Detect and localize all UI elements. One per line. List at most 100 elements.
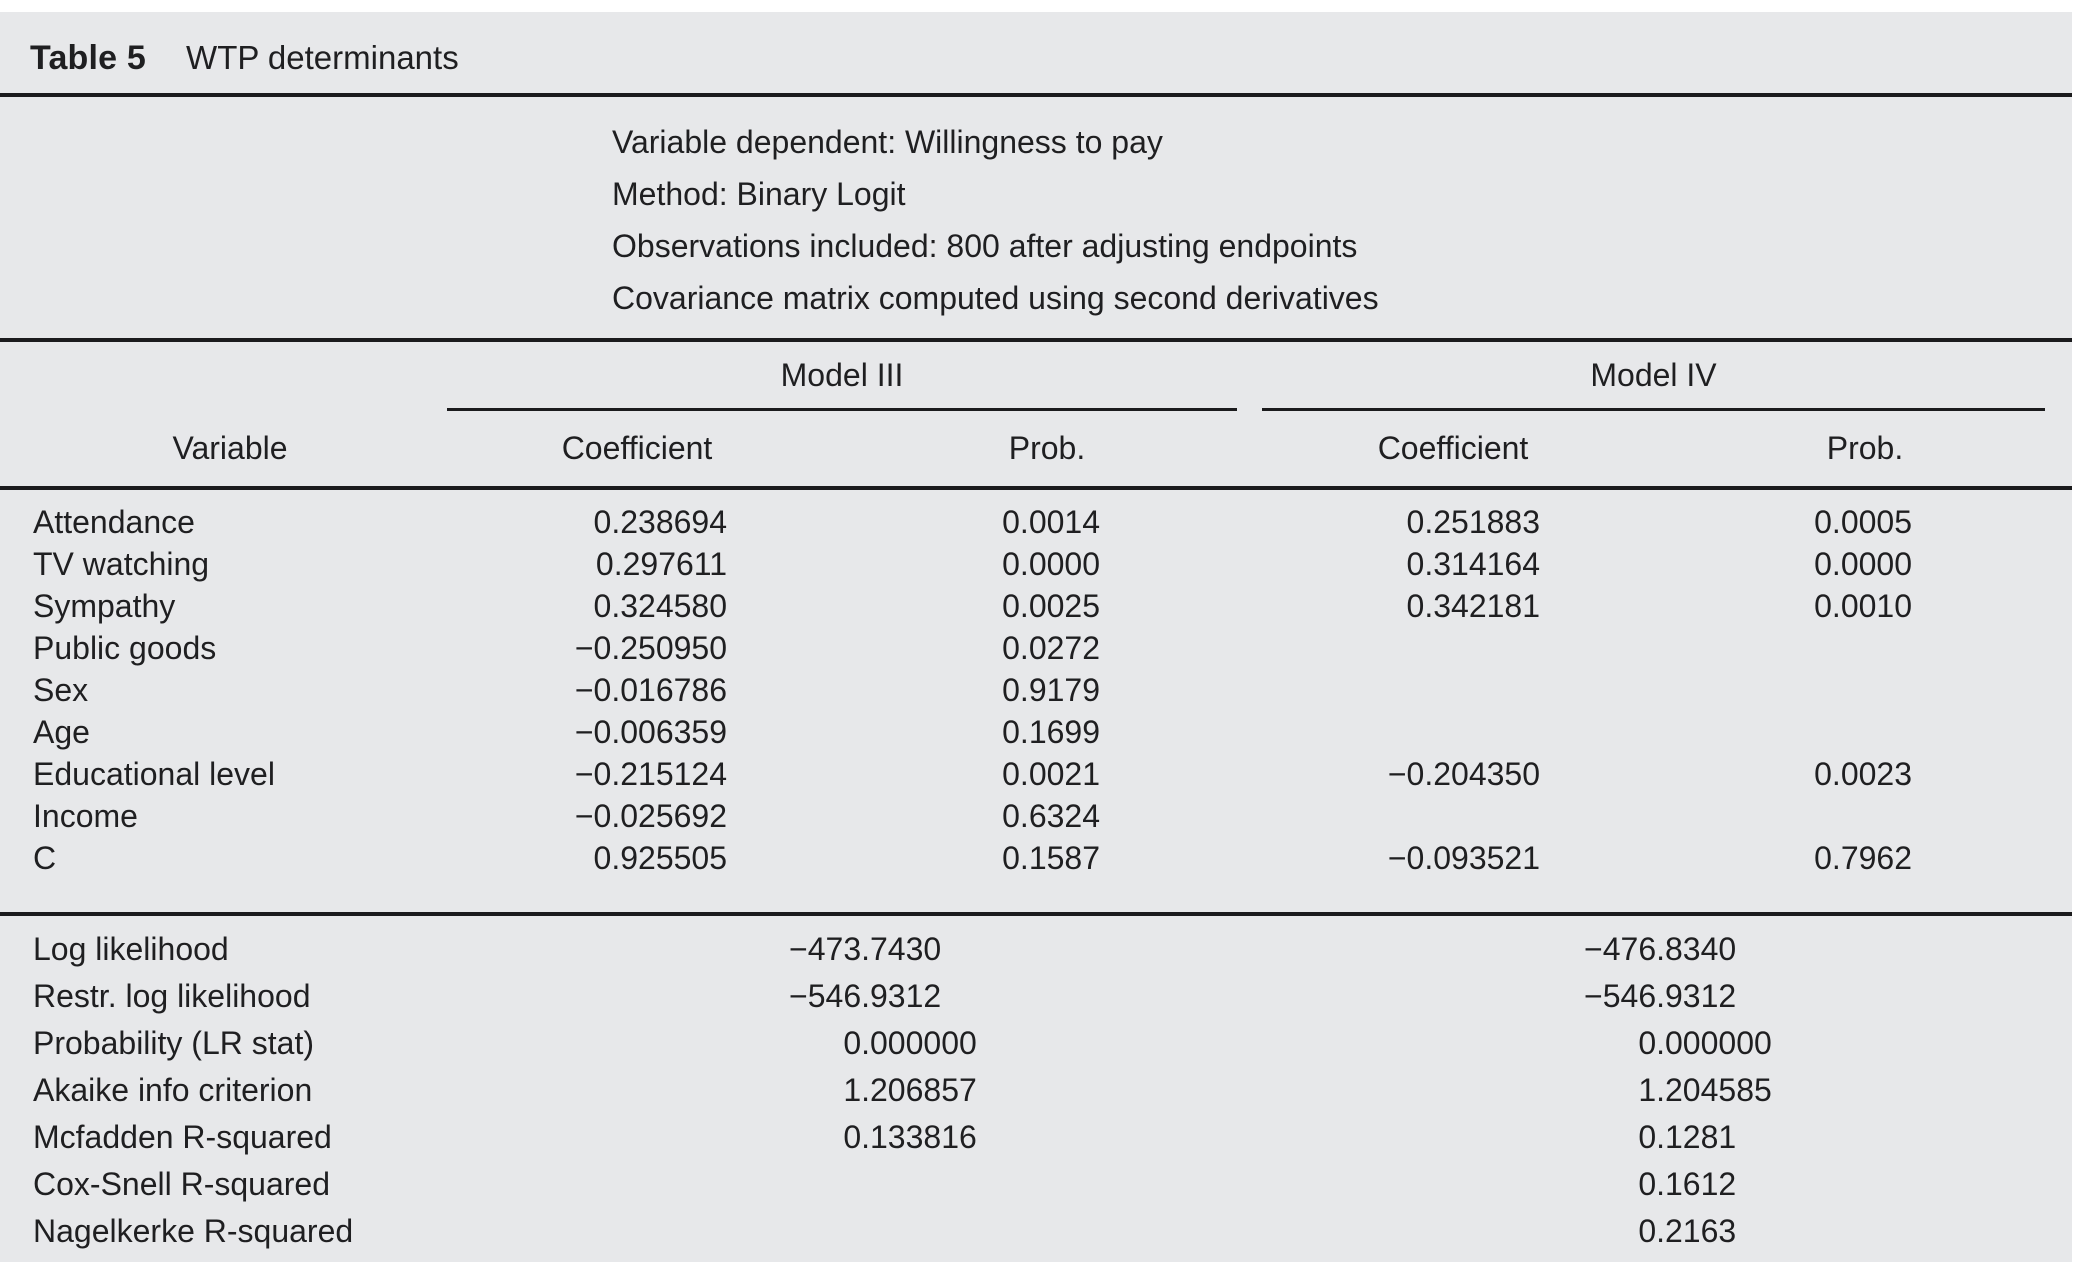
stat-label: Akaike info criterion [33,1072,313,1108]
rule-above-stats [0,912,2072,916]
model-iii-underline [447,408,1237,411]
m4-stat-value: −476. 8340 [1405,928,1736,970]
m3-prob-cell: 0.0014 [1002,504,1100,540]
variable-cell: TV watching [33,546,210,582]
variable-cell: Sex [33,672,89,708]
stat-label: Mcfadden R-squared [33,1119,332,1155]
variable-cell: Public goods [33,630,217,666]
stats-row: Akaike info criterion 1. 206857 1. 204585 [0,1069,2072,1111]
m3-stat-value: 1. 206857 [610,1069,977,1111]
table-row: Educational level −0.215124 0.0021 −0.20… [0,753,2072,795]
variable-cell: Sympathy [33,588,176,624]
stats-row: Log likelihood −473. 7430 −476. 8340 [0,928,2072,970]
m3-coefficient-cell: −0.215124 [574,756,727,792]
variable-cell: Educational level [33,756,275,792]
m4-stat-value: 1. 204585 [1405,1069,1772,1111]
model-iv-underline [1262,408,2045,411]
stat-label: Log likelihood [33,931,229,967]
m4-prob-cell [1672,795,1912,837]
stat-frac-part: 8340 [1665,931,1737,967]
table-row: Age −0.006359 0.1699 [0,711,2072,753]
m3-stat-value: 0. 133816 [610,1116,977,1158]
stat-frac-part: 9312 [870,978,942,1014]
table-panel [0,12,2072,1262]
m3-stat-value: 0. 000000 [610,1022,977,1064]
variable-cell: Attendance [33,504,195,540]
stats-row: Nagelkerke R-squared 0. 2163 [0,1210,2072,1252]
stat-frac-part: 133816 [870,1119,977,1155]
m4-prob-cell: 0.0005 [1814,504,1912,540]
m3-stat-value: −473. 7430 [610,928,941,970]
m4-stat-value: 0. 1612 [1405,1163,1736,1205]
m3-coefficient-cell: −0.250950 [574,630,727,666]
stat-int-part: 0. [1638,1213,1665,1249]
m4-coefficient-cell: −0.093521 [1387,840,1540,876]
stat-frac-part: 000000 [870,1025,977,1061]
m4-stat-value: 0. 1281 [1405,1116,1736,1158]
stat-int-part: 0. [1638,1119,1665,1155]
variable-cell: C [33,840,57,876]
column-header-variable: Variable [172,430,288,466]
table-caption: Table 5 WTP determinants [30,36,459,80]
stat-frac-part: 204585 [1665,1072,1772,1108]
stat-frac-part: 1612 [1665,1166,1737,1202]
info-line-covariance: Covariance matrix computed using second … [612,280,1379,316]
m3-stat-value [610,1163,870,1205]
stat-int-part: −473. [789,931,870,967]
m4-prob-cell: 0.7962 [1814,840,1912,876]
stats-row: Probability (LR stat) 0. 000000 0. 000000 [0,1022,2072,1064]
stat-frac-part: 206857 [870,1072,977,1108]
m3-prob-cell: 0.9179 [1002,672,1100,708]
m4-coefficient-cell: 0.251883 [1406,504,1540,540]
m4-coefficient-cell [1260,711,1540,753]
info-line-observations: Observations included: 800 after adjusti… [612,228,1358,264]
m4-coefficient-cell: 0.314164 [1406,546,1540,582]
stat-label: Cox-Snell R-squared [33,1166,331,1202]
column-header-coefficient-model-iii: Coefficient [561,430,713,466]
m4-stat-value: −546. 9312 [1405,975,1736,1017]
group-header-model-iv: Model IV [1590,357,1717,393]
stat-frac-part: 7430 [870,931,942,967]
m4-prob-cell [1672,627,1912,669]
stat-int-part: −476. [1584,931,1665,967]
rule-below-caption [0,93,2072,97]
stat-label: Probability (LR stat) [33,1025,314,1061]
stat-int-part [610,1210,870,1252]
stat-int-part: −546. [789,978,870,1014]
m3-prob-cell: 0.0021 [1002,756,1100,792]
m3-prob-cell: 0.6324 [1002,798,1100,834]
table-row: Public goods −0.250950 0.0272 [0,627,2072,669]
m3-coefficient-cell: 0.324580 [593,588,727,624]
stats-row: Cox-Snell R-squared 0. 1612 [0,1163,2072,1205]
m3-coefficient-cell: −0.016786 [574,672,727,708]
table-label: Table 5 [30,39,147,77]
m3-prob-cell: 0.0000 [1002,546,1100,582]
m4-prob-cell: 0.0010 [1814,588,1912,624]
m4-prob-cell: 0.0000 [1814,546,1912,582]
column-header-prob-model-iv: Prob. [1826,430,1904,466]
stat-int-part [610,1163,870,1205]
m4-prob-cell [1672,669,1912,711]
m3-prob-cell: 0.1587 [1002,840,1100,876]
table-row: TV watching 0.297611 0.0000 0.314164 0.0… [0,543,2072,585]
stat-label: Nagelkerke R-squared [33,1213,354,1249]
m3-prob-cell: 0.1699 [1002,714,1100,750]
table-info-block: Variable dependent: Willingness to pay M… [612,121,1379,329]
info-line-method: Method: Binary Logit [612,176,906,212]
table-row: Attendance 0.238694 0.0014 0.251883 0.00… [0,501,2072,543]
stat-int-part: 0. [1638,1166,1665,1202]
rule-below-column-headers [0,486,2072,490]
table-row: Sex −0.016786 0.9179 [0,669,2072,711]
m4-coefficient-cell [1260,795,1540,837]
info-line-dependent-variable: Variable dependent: Willingness to pay [612,124,1163,160]
m3-coefficient-cell: 0.925505 [593,840,727,876]
stats-row: Restr. log likelihood −546. 9312 −546. 931… [0,975,2072,1017]
table-row: Income −0.025692 0.6324 [0,795,2072,837]
stat-int-part: 0. [843,1025,870,1061]
m4-coefficient-cell [1260,627,1540,669]
m4-prob-cell [1672,711,1912,753]
column-header-coefficient-model-iv: Coefficient [1377,430,1529,466]
m4-coefficient-cell [1260,669,1540,711]
m4-coefficient-cell: −0.204350 [1387,756,1540,792]
m4-stat-value: 0. 000000 [1405,1022,1771,1064]
